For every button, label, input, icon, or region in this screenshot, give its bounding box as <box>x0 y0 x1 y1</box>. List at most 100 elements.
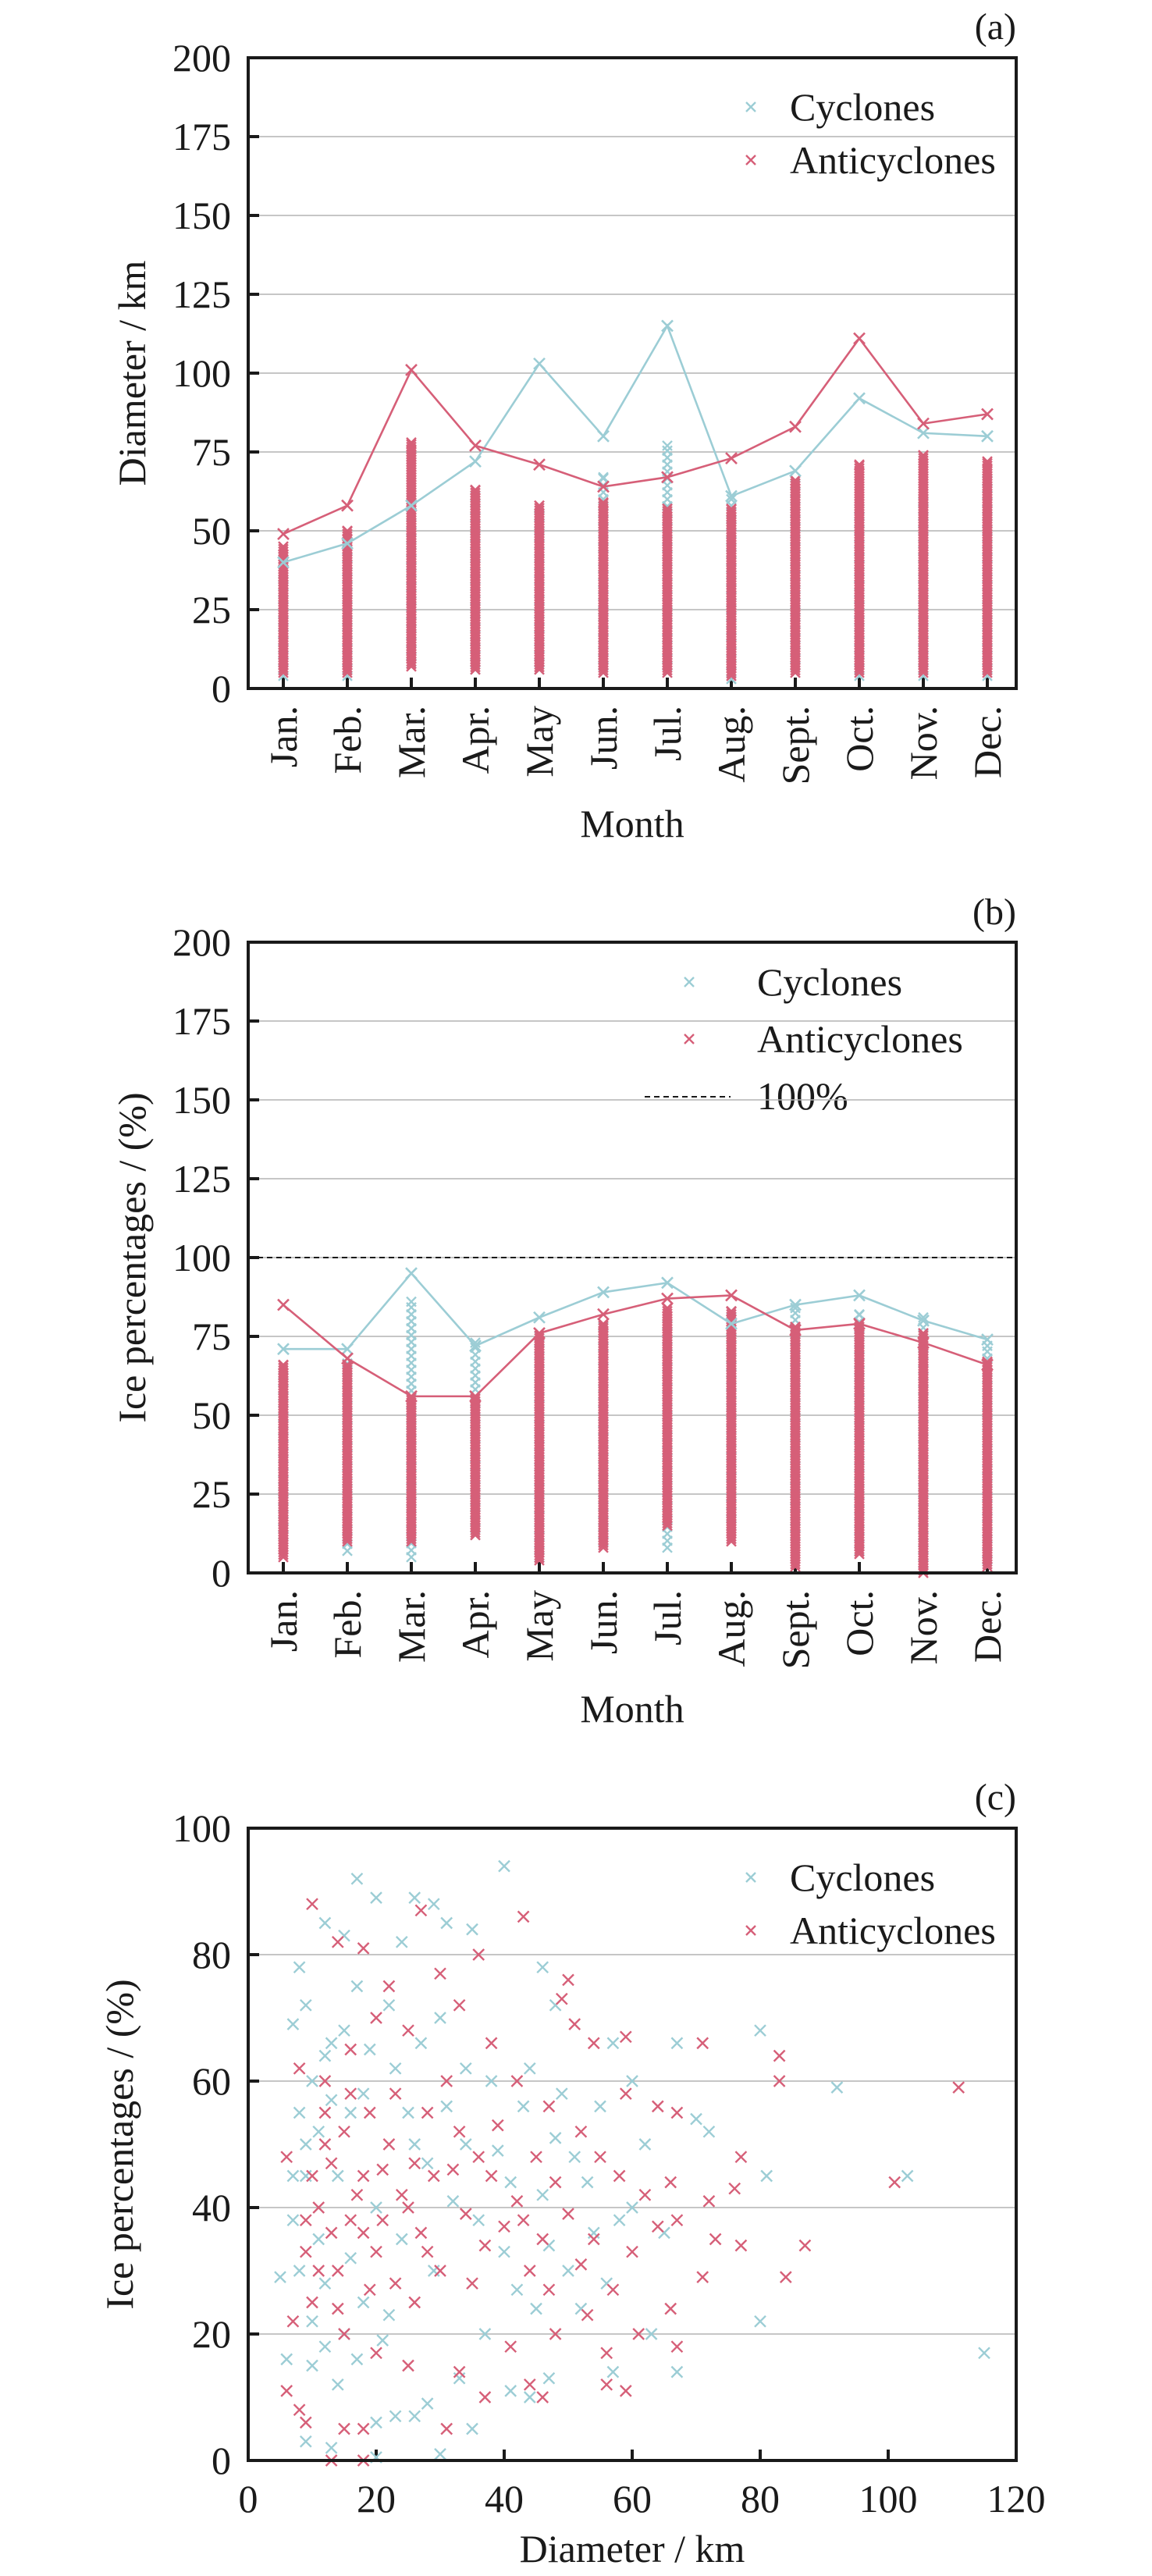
data-point-marker <box>395 2233 408 2246</box>
data-point-marker <box>370 1891 382 1904</box>
data-point-marker <box>472 2214 485 2227</box>
x-tick-label: Jul. <box>645 1590 689 1646</box>
series-anticyclones <box>280 1898 965 2467</box>
data-point-marker <box>600 2378 613 2391</box>
data-point-marker <box>306 2314 318 2328</box>
data-point-marker <box>370 2012 382 2024</box>
data-point-marker <box>523 2265 536 2277</box>
strip-aug <box>726 503 737 681</box>
y-tick-label: 100 <box>172 351 231 395</box>
y-tick-label: 100 <box>172 1236 231 1279</box>
data-point-marker <box>982 456 993 467</box>
series-cyclones <box>278 1296 993 1572</box>
data-point-marker <box>523 2378 536 2391</box>
panel-b-ice-percentage-by-month: (b) Ice percentages / (%) Month Cyclones… <box>110 891 1018 1731</box>
y-tick-label: 0 <box>212 1551 231 1595</box>
data-point-marker <box>312 2265 325 2277</box>
strip-dec <box>982 456 993 678</box>
data-point-marker <box>613 2214 626 2227</box>
data-point-marker <box>325 2441 338 2454</box>
data-point-marker <box>434 2448 446 2460</box>
data-point-marker <box>594 2151 606 2164</box>
data-point-marker <box>598 1322 609 1334</box>
data-point-marker <box>619 2030 632 2044</box>
data-point-marker <box>632 2328 645 2340</box>
data-point-marker <box>626 2245 638 2258</box>
data-point-marker <box>344 2043 357 2056</box>
max-line-marker <box>469 455 482 468</box>
data-point-marker <box>613 2169 626 2183</box>
legend-anticyclones-marker-icon <box>745 155 756 165</box>
x-tick-label: Sept. <box>773 706 817 785</box>
max-line-marker <box>405 1389 418 1403</box>
max-line-marker <box>277 1343 290 1356</box>
data-point-marker <box>726 493 737 505</box>
x-tick-label: Jul. <box>645 706 689 761</box>
data-point-marker <box>299 2416 312 2429</box>
y-tick-label: 0 <box>212 2439 231 2482</box>
data-point-marker <box>440 2422 453 2435</box>
legend-label-cyclones: Cyclones <box>757 960 902 1004</box>
max-line-marker <box>981 1333 994 1346</box>
legend-label-100-percent: 100% <box>757 1074 848 1118</box>
data-point-marker <box>350 1872 364 1885</box>
y-tick-label: 150 <box>172 194 231 237</box>
y-tick-label: 125 <box>172 272 231 316</box>
max-line-marker <box>597 429 610 443</box>
data-point-marker <box>466 2277 478 2290</box>
max-line-marker <box>469 1389 482 1403</box>
y-tick-label: 175 <box>172 115 231 158</box>
legend-anticyclones-marker-icon <box>684 1034 695 1044</box>
data-point-marker <box>555 1992 568 2005</box>
data-point-marker <box>534 503 545 514</box>
data-point-marker <box>549 2176 562 2189</box>
data-point-marker <box>530 2151 542 2164</box>
data-point-marker <box>293 2265 306 2277</box>
max-line-marker <box>981 407 994 421</box>
strip-mar <box>406 437 417 672</box>
x-tick-label: May <box>517 1590 561 1662</box>
data-point-marker <box>408 2138 421 2151</box>
data-point-marker <box>402 2201 414 2214</box>
x-tick-label: Dec. <box>965 1590 1009 1663</box>
data-point-marker <box>581 2308 594 2322</box>
data-point-marker <box>662 503 673 514</box>
data-point-marker <box>338 2422 350 2435</box>
data-point-marker <box>331 2265 344 2277</box>
y-tick-label: 0 <box>212 667 231 710</box>
data-point-marker <box>280 2151 293 2164</box>
data-point-marker <box>453 1998 466 2012</box>
max-line-anticyclones <box>283 1294 988 1398</box>
data-point-marker <box>408 2157 421 2170</box>
data-point-marker <box>542 2100 556 2113</box>
data-point-marker <box>278 1362 289 1374</box>
x-tick-label: Feb. <box>325 1590 369 1659</box>
data-point-marker <box>280 2385 293 2397</box>
legend-anticyclones-marker-icon <box>745 1925 756 1936</box>
strip-may <box>534 500 545 675</box>
data-point-marker <box>453 2365 466 2379</box>
data-point-marker <box>606 2037 620 2050</box>
data-point-marker <box>306 2075 318 2087</box>
max-line-marker <box>341 1352 354 1365</box>
data-point-marker <box>344 2214 357 2227</box>
y-axis-label-b: Ice percentages / (%) <box>110 1092 154 1422</box>
max-line-marker <box>469 439 482 452</box>
data-point-marker <box>414 1904 428 1917</box>
data-point-marker <box>318 1916 332 1930</box>
data-point-marker <box>982 457 993 469</box>
data-point-marker <box>536 1961 549 1974</box>
data-point-marker <box>670 2106 684 2119</box>
data-point-marker <box>619 2385 632 2397</box>
data-point-marker <box>534 500 545 511</box>
data-point-marker <box>293 2403 306 2417</box>
data-point-marker <box>440 2075 453 2087</box>
max-line-marker <box>341 537 354 550</box>
data-point-marker <box>312 2125 325 2138</box>
data-point-marker <box>504 2385 517 2397</box>
data-point-marker <box>402 2106 414 2119</box>
data-point-marker <box>280 2353 293 2366</box>
data-point-marker <box>318 2075 332 2087</box>
max-line-marker <box>917 1314 930 1327</box>
data-point-marker <box>414 2226 428 2240</box>
